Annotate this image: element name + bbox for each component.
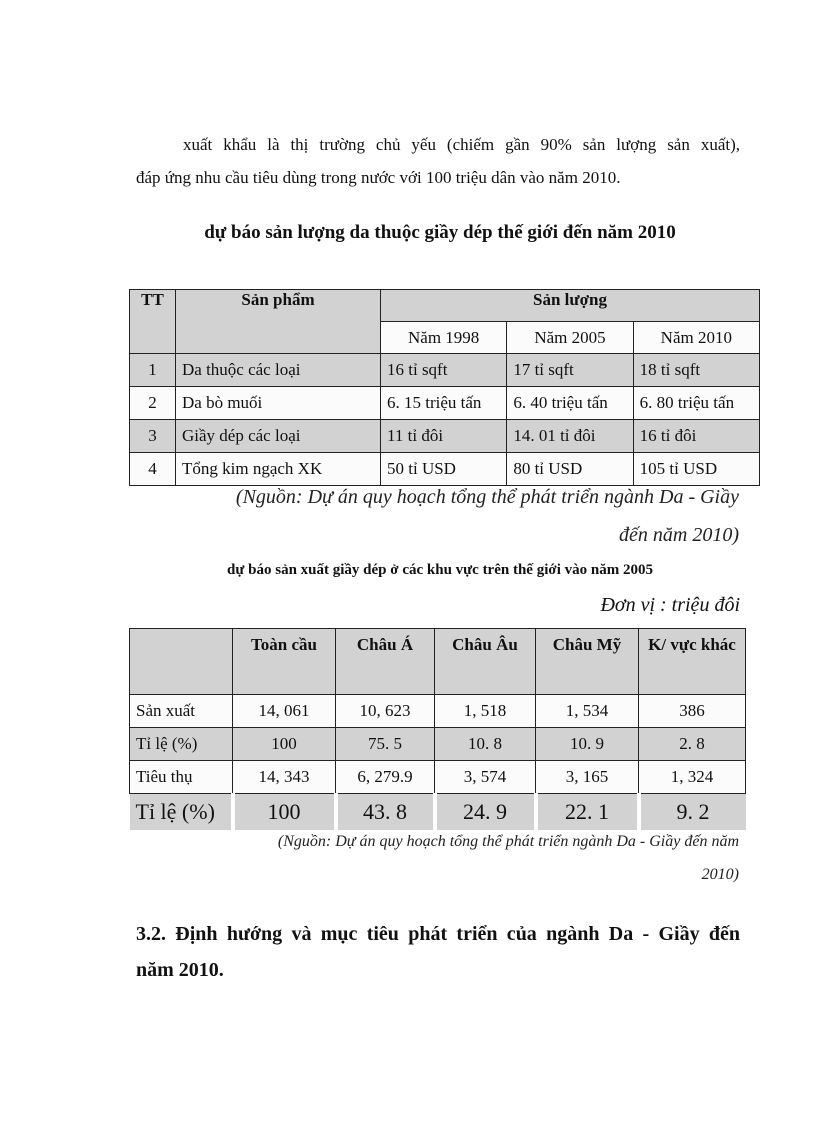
header-region: Châu Á (335, 628, 435, 695)
cell-value: 14, 343 (232, 760, 336, 794)
header-region: K/ vực khác (638, 628, 746, 695)
regional-footwear-table: Toàn cầu Châu Á Châu Âu Châu Mỹ K/ vực k… (129, 628, 746, 830)
table-row: Tiêu thụ 14, 343 6, 279.9 3, 574 3, 165 … (129, 760, 746, 794)
header-region: Toàn cầu (232, 628, 336, 695)
cell-value: 9. 2 (636, 793, 746, 830)
cell-product: Da thuộc các loại (175, 353, 381, 387)
cell-value: 6. 40 triệu tấn (506, 386, 634, 420)
cell-value: 43. 8 (333, 793, 435, 830)
table2-source-cont: 2010) (701, 866, 739, 883)
cell-value: 3, 165 (535, 760, 639, 794)
header-tt: TT (129, 289, 176, 354)
cell-product: Da bò muối (175, 386, 381, 420)
table1-title: dự báo sản lượng da thuộc giầy dép thế g… (204, 222, 676, 243)
table2-title: dự báo sản xuất giầy dép ở các khu vực t… (227, 562, 653, 578)
row-label: Tỉ lệ (%) (135, 799, 215, 824)
cell-value: 24. 9 (432, 793, 536, 830)
header-output: Sản lượng (380, 289, 760, 322)
table-subheader-row: Năm 1998 Năm 2005 Năm 2010 (130, 321, 761, 354)
header-year: Năm 1998 (379, 321, 508, 354)
cell-value: 6. 15 triệu tấn (379, 386, 508, 420)
cell-value: 16 tỉ đôi (632, 419, 761, 453)
cell-value: 16 tỉ sqft (379, 353, 508, 387)
table-row: 1 Da thuộc các loại 16 tỉ sqft 17 tỉ sqf… (129, 353, 761, 387)
cell-value: 2. 8 (638, 727, 746, 761)
cell-value: 10. 9 (535, 727, 639, 761)
table-row: Tỉ lệ (%) 100 43. 8 24. 9 22. 1 9. 2 (129, 793, 746, 830)
cell-value: 10. 8 (434, 727, 536, 761)
header-year: Năm 2010 (632, 321, 761, 354)
cell-value: 386 (638, 694, 746, 728)
cell-value: 14. 01 tỉ đôi (506, 419, 634, 453)
cell-tt: 2 (129, 386, 176, 420)
cell-value: 6. 80 triệu tấn (632, 386, 761, 420)
table-row: 3 Giầy dép các loại 11 tỉ đôi 14. 01 tỉ … (129, 419, 761, 453)
cell-value: 75. 5 (335, 727, 435, 761)
cell-value: 1, 534 (535, 694, 639, 728)
table-row: 2 Da bò muối 6. 15 triệu tấn 6. 40 triệu… (129, 386, 761, 420)
cell-value: 14, 061 (232, 694, 336, 728)
table2-source: (Nguồn: Dự án quy hoạch tổng thể phát tr… (277, 833, 739, 850)
header-region: Châu Mỹ (535, 628, 639, 695)
cell-value: 105 tỉ USD (632, 452, 761, 486)
cell-value: 1, 518 (434, 694, 536, 728)
cell-value: 22. 1 (533, 793, 639, 830)
cell-value: 1, 324 (638, 760, 746, 794)
cell-value: 80 tỉ USD (506, 452, 634, 486)
leather-forecast-table: TT Sản phẩm Sản lượng Năm 1998 Năm 2005 … (129, 289, 761, 486)
row-label: Tiêu thụ (129, 760, 233, 794)
header-empty (129, 628, 233, 695)
table1-source-cont: đến năm 2010) (619, 524, 739, 546)
row-label: Tỉ lệ (%) (129, 727, 233, 761)
header-product: Sản phẩm (175, 289, 381, 354)
table2-unit: Đơn vị : triệu đôi (600, 594, 740, 616)
cell-tt: 4 (129, 452, 176, 486)
cell-value: 3, 574 (434, 760, 536, 794)
cell-value: 100 (230, 793, 336, 830)
cell-tt: 3 (129, 419, 176, 453)
paragraph-line: đáp ứng nhu cầu tiêu dùng trong nước với… (136, 168, 621, 187)
header-region: Châu Âu (434, 628, 536, 695)
table-header-row: Toàn cầu Châu Á Châu Âu Châu Mỹ K/ vực k… (129, 628, 746, 695)
header-year: Năm 2005 (506, 321, 634, 354)
cell-value: 6, 279.9 (335, 760, 435, 794)
cell-value: 18 tỉ sqft (632, 353, 761, 387)
cell-tt: 1 (129, 353, 176, 387)
cell-value: 100 (232, 727, 336, 761)
section-heading-line: năm 2010. (136, 959, 224, 981)
table-row: Tỉ lệ (%) 100 75. 5 10. 8 10. 9 2. 8 (129, 727, 746, 761)
cell-value: 50 tỉ USD (379, 452, 508, 486)
table-header-row: TT Sản phẩm Sản lượng (129, 289, 760, 354)
table-row: Sản xuất 14, 061 10, 623 1, 518 1, 534 3… (129, 694, 746, 728)
cell-product: Giầy dép các loại (175, 419, 381, 453)
cell-value: 11 tỉ đôi (379, 419, 508, 453)
section-heading-line: 3.2. Định hướng và mục tiêu phát triển c… (136, 923, 740, 945)
cell-value: 10, 623 (335, 694, 435, 728)
table1-source: (Nguồn: Dự án quy hoạch tổng thể phát tr… (235, 486, 739, 508)
paragraph-line: xuất khẩu là thị trường chủ yếu (chiếm g… (183, 135, 740, 154)
cell-product: Tổng kim ngạch XK (175, 452, 381, 486)
body-paragraph: xuất khẩu là thị trường chủ yếu (chiếm g… (136, 128, 740, 194)
cell-value: 17 tỉ sqft (506, 353, 634, 387)
section-heading: 3.2. Định hướng và mục tiêu phát triển c… (136, 916, 740, 988)
row-label: Sản xuất (129, 694, 233, 728)
table-row: 4 Tổng kim ngạch XK 50 tỉ USD 80 tỉ USD … (129, 452, 761, 486)
